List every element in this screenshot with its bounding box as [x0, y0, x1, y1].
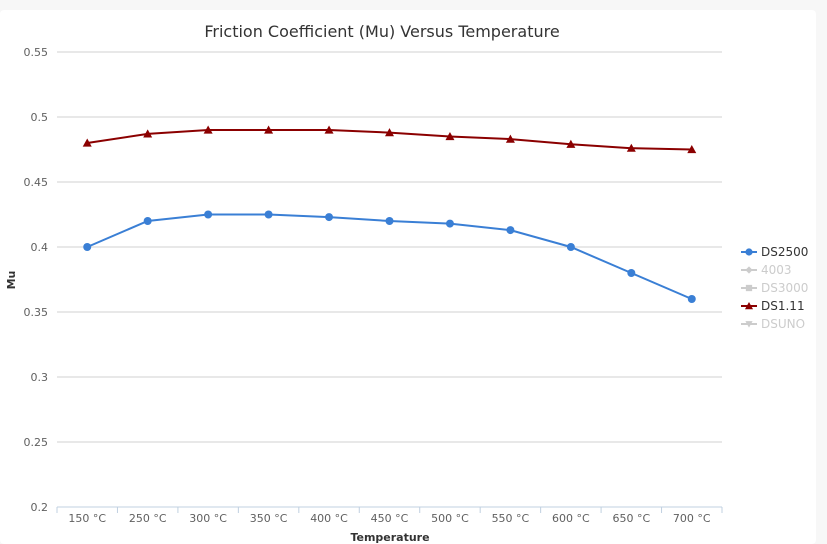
x-tick-label: 250 °C: [129, 512, 167, 525]
x-tick-label: 600 °C: [552, 512, 590, 525]
legend-marker-icon: [745, 266, 753, 274]
data-point-ds1-11: [687, 145, 697, 154]
legend-item-ds3000[interactable]: DS3000: [741, 281, 808, 295]
legend-label: 4003: [761, 263, 792, 277]
legend-label: DSUNO: [761, 317, 805, 331]
data-point-ds2500: [445, 219, 454, 228]
data-point-ds1-11: [385, 128, 394, 137]
y-tick-label: 0.25: [24, 436, 49, 449]
data-point-ds1-11: [566, 139, 576, 148]
legend-marker-icon: [745, 321, 753, 328]
data-point-ds1-11: [626, 143, 636, 152]
data-point-ds2500: [204, 210, 213, 219]
legend-item-dsuno[interactable]: DSUNO: [741, 317, 805, 331]
data-point-ds1-11: [203, 125, 213, 134]
legend: DS2500 4003 DS3000 DS1.11 DSUNO: [741, 245, 808, 331]
series-line-ds2500: [86, 213, 693, 300]
y-tick-label: 0.4: [31, 241, 49, 254]
x-tick-label: 450 °C: [371, 512, 409, 525]
y-tick-label: 0.5: [31, 111, 49, 124]
data-point-ds2500: [506, 226, 515, 235]
data-point-ds2500: [83, 243, 92, 251]
x-tick-label: 550 °C: [492, 512, 530, 525]
data-point-ds1-11: [143, 129, 153, 138]
data-point-ds1-11: [82, 138, 92, 147]
x-tick-label: 350 °C: [250, 512, 288, 525]
y-tick-label: 0.35: [24, 306, 49, 319]
data-point-ds1-11: [505, 134, 515, 143]
y-tick-label: 0.3: [31, 371, 49, 384]
legend-marker-icon: [745, 248, 753, 256]
legend-marker-icon: [744, 301, 754, 310]
gridlines: [57, 51, 722, 508]
series-layer: [82, 125, 697, 303]
legend-label: DS2500: [761, 245, 808, 259]
legend-label: DS1.11: [761, 299, 805, 313]
y-axis-title: Mu: [5, 271, 18, 290]
x-tick-label: 300 °C: [189, 512, 227, 525]
data-point-ds1-11: [324, 125, 334, 134]
y-axis: 0.2 0.25 0.3 0.35 0.4 0.45 0.5 0.55: [24, 46, 49, 514]
data-point-ds2500: [627, 269, 636, 277]
legend-item-ds2500[interactable]: DS2500: [741, 245, 808, 259]
y-tick-label: 0.45: [24, 176, 49, 189]
data-point-ds2500: [325, 213, 334, 222]
data-point-ds2500: [687, 295, 696, 303]
x-axis: 150 °C 250 °C 300 °C 350 °C 400 °C 450 °C 500 …: [56, 506, 723, 525]
x-tick-label: 700 °C: [673, 512, 711, 525]
x-tick-label: 500 °C: [431, 512, 469, 525]
legend-marker-icon: [745, 284, 753, 292]
data-point-ds2500: [143, 217, 152, 225]
chart-card: [0, 10, 816, 544]
x-axis-title: Temperature: [350, 531, 429, 544]
legend-item-ds1-11[interactable]: DS1.11: [741, 299, 805, 313]
data-point-ds1-11: [264, 125, 274, 134]
chart-title: Friction Coefficient (Mu) Versus Tempera…: [204, 22, 559, 41]
x-tick-label: 150 °C: [68, 512, 106, 525]
y-tick-label: 0.2: [31, 501, 49, 514]
data-point-ds2500: [385, 217, 394, 225]
x-tick-label: 400 °C: [310, 512, 348, 525]
data-point-ds2500: [264, 210, 273, 219]
legend-label: DS3000: [761, 281, 808, 295]
y-tick-label: 0.55: [24, 46, 49, 59]
data-point-ds1-11: [445, 132, 455, 141]
x-tick-label: 650 °C: [612, 512, 650, 525]
data-point-ds2500: [566, 243, 575, 251]
legend-item-4003[interactable]: 4003: [741, 263, 792, 277]
